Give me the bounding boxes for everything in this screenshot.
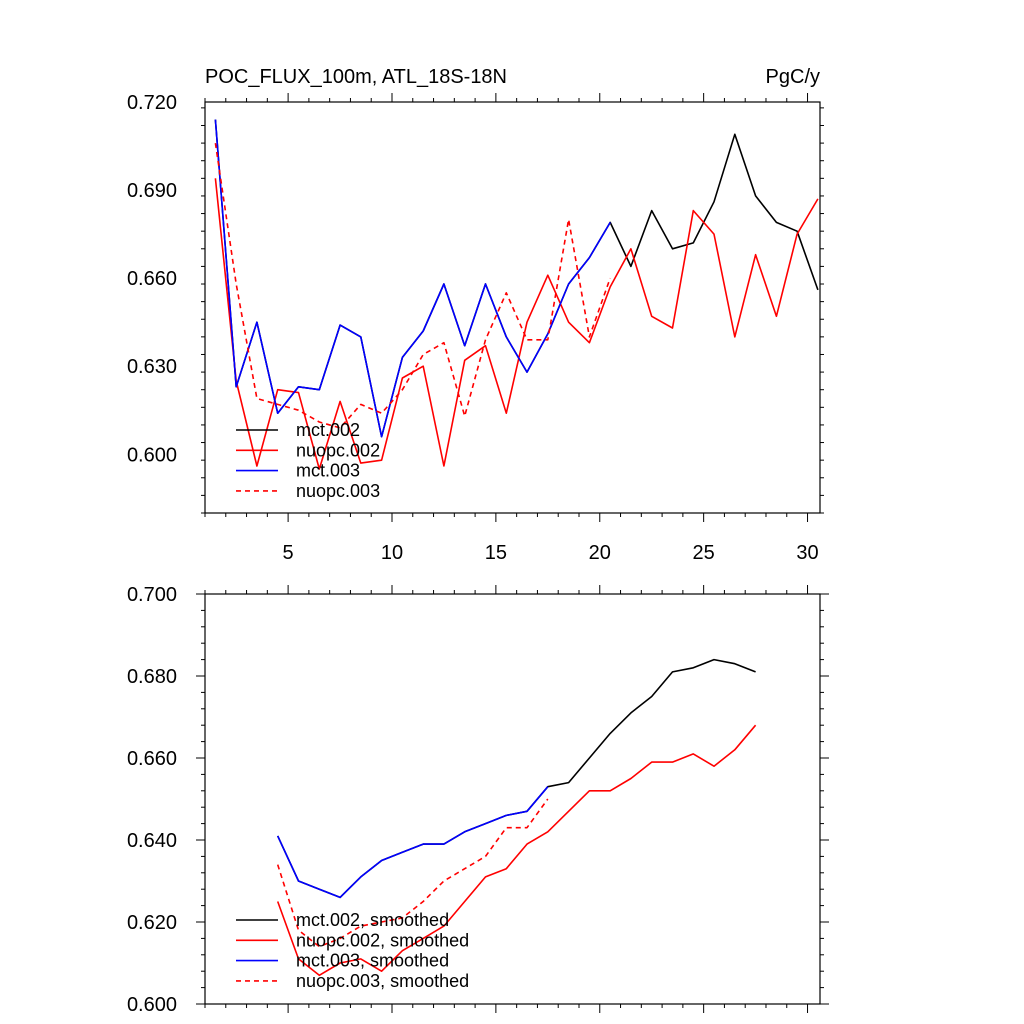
y-tick-label: 0.600	[127, 994, 177, 1016]
y-tick-label: 0.690	[127, 180, 177, 202]
series-line	[276, 658, 756, 899]
legend-label: nuopc.002, smoothed	[296, 930, 469, 950]
y-tick-label: 0.660	[127, 748, 177, 770]
x-tick-label: 5	[283, 542, 294, 564]
y-tick-label: 0.660	[127, 268, 177, 290]
series-line	[276, 798, 549, 948]
bottom-panel: 0.600 0.620 0.640 0.660 0.680 0.700 mct.002, s…	[127, 584, 829, 1016]
y-tick-label: 0.720	[127, 92, 177, 114]
plot-frame	[204, 593, 821, 1005]
x-tick-label: 20	[589, 542, 611, 564]
plot-frame	[204, 101, 821, 514]
y-tick-label: 0.630	[127, 356, 177, 378]
series-line	[214, 142, 611, 429]
x-tick-label: 25	[693, 542, 715, 564]
legend-label: nuopc.003	[296, 481, 380, 501]
y-tick-label: 0.620	[127, 912, 177, 934]
chart-title: POC_FLUX_100m, ATL_18S-18N	[205, 66, 507, 88]
series-group	[276, 658, 757, 977]
legend-label: nuopc.002	[296, 440, 380, 460]
series-line	[214, 178, 819, 470]
series-line	[276, 724, 757, 977]
top-panel: 5 10 15 20 25 30 0.600 0.630 0.660 0.690 0.720 POC_…	[127, 66, 824, 564]
y-tick-label: 0.700	[127, 584, 177, 606]
series-line	[214, 119, 611, 438]
legend-label: mct.003	[296, 461, 360, 481]
x-tick-label: 10	[381, 542, 403, 564]
series-line	[276, 786, 549, 899]
y-tick-label: 0.680	[127, 666, 177, 688]
legend-label: mct.002	[296, 420, 360, 440]
x-tick-label: 15	[485, 542, 507, 564]
legend-label: nuopc.003, smoothed	[296, 971, 469, 991]
legend-label: mct.003, smoothed	[296, 951, 449, 971]
series-line	[214, 119, 819, 438]
units-label: PgC/y	[766, 66, 820, 88]
x-tick-label: 30	[796, 542, 818, 564]
y-tick-label: 0.600	[127, 444, 177, 466]
legend-label: mct.002, smoothed	[296, 910, 449, 930]
series-group	[214, 119, 819, 470]
y-tick-label: 0.640	[127, 830, 177, 852]
